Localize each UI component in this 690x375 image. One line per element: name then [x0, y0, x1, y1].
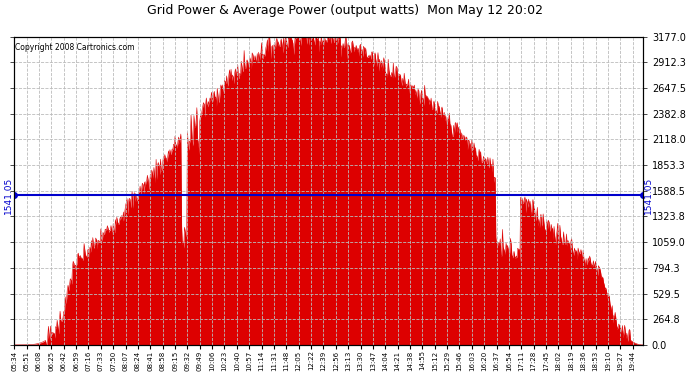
Text: Copyright 2008 Cartronics.com: Copyright 2008 Cartronics.com [15, 43, 135, 52]
Text: 1541.05: 1541.05 [4, 177, 13, 214]
Text: 1541.05: 1541.05 [644, 177, 653, 214]
Text: Grid Power & Average Power (output watts)  Mon May 12 20:02: Grid Power & Average Power (output watts… [147, 4, 543, 17]
